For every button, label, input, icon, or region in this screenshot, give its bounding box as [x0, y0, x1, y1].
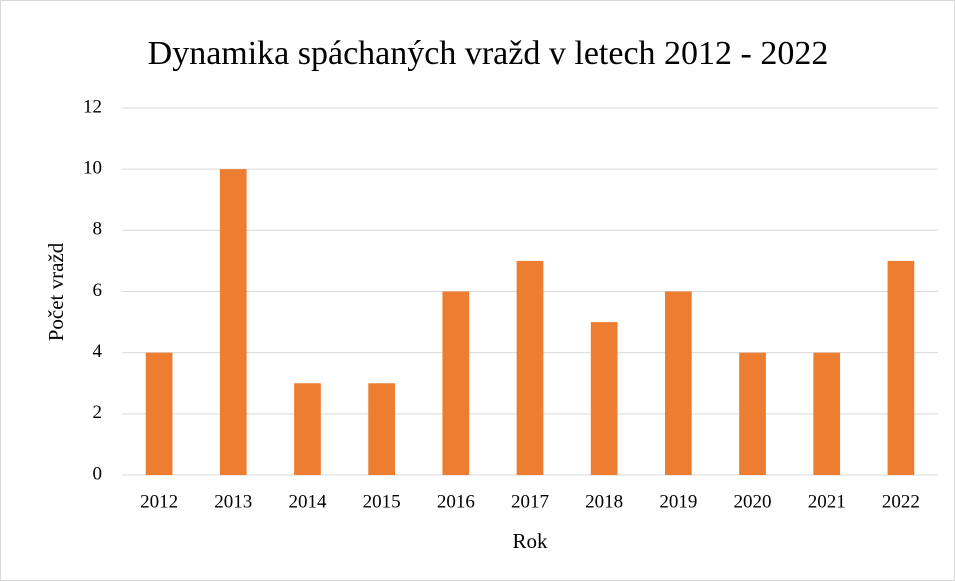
bar — [219, 169, 247, 475]
bar — [368, 383, 395, 475]
bar — [665, 291, 692, 475]
bar — [887, 260, 915, 475]
y-axis-label: Počet vražd — [44, 242, 68, 341]
y-tick-label: 2 — [93, 402, 103, 423]
x-tick-label: 2020 — [734, 491, 772, 512]
x-tick-label: 2022 — [882, 491, 920, 512]
x-tick-label: 2012 — [140, 491, 178, 512]
x-tick-label: 2018 — [585, 491, 623, 512]
x-tick-label: 2017 — [511, 491, 549, 512]
bar — [590, 322, 618, 475]
x-tick-label: 2021 — [808, 491, 846, 512]
bar — [294, 383, 321, 475]
x-tick-label: 2019 — [659, 491, 697, 512]
bar — [516, 260, 544, 475]
bar — [813, 352, 841, 475]
x-axis-label: Rok — [512, 529, 548, 553]
y-tick-label: 12 — [83, 96, 102, 117]
x-tick-label: 2014 — [288, 491, 327, 512]
bar — [442, 291, 470, 475]
y-tick-label: 8 — [93, 219, 103, 240]
y-tick-label: 4 — [93, 341, 103, 362]
bar — [739, 352, 766, 475]
x-tick-label: 2013 — [214, 491, 252, 512]
x-tick-label: 2015 — [363, 491, 401, 512]
y-tick-label: 10 — [83, 158, 102, 179]
y-tick-label: 6 — [93, 280, 103, 301]
bar — [145, 352, 173, 475]
chart-title: Dynamika spáchaných vražd v letech 2012 … — [148, 35, 829, 72]
x-tick-label: 2016 — [437, 491, 475, 512]
y-tick-label: 0 — [93, 463, 103, 484]
